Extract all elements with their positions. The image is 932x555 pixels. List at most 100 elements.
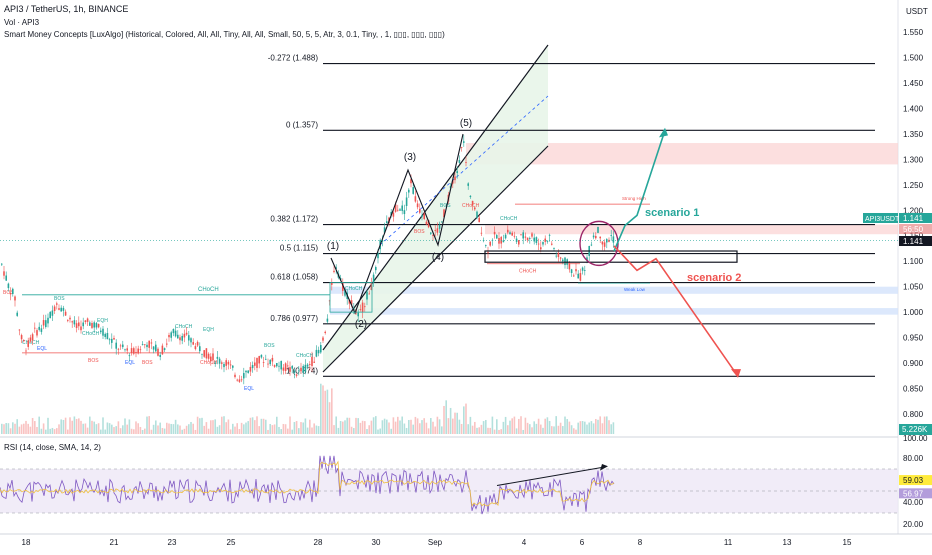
candle-body bbox=[104, 333, 106, 337]
candle-body bbox=[205, 348, 208, 359]
candle-body bbox=[390, 211, 392, 216]
volume-bar bbox=[496, 419, 498, 434]
volume-bar bbox=[42, 423, 45, 434]
volume-bar bbox=[93, 421, 95, 434]
price-tick-label: 0.950 bbox=[903, 334, 924, 343]
volume-bar bbox=[245, 422, 247, 434]
candle-body bbox=[397, 209, 399, 211]
volume-bar bbox=[86, 427, 89, 434]
volume-bar bbox=[7, 423, 10, 434]
candle-body bbox=[306, 364, 309, 367]
time-tick-label: 4 bbox=[522, 538, 527, 547]
price-tick-label: 0.850 bbox=[903, 385, 924, 394]
volume-bar bbox=[551, 426, 553, 434]
candle-body bbox=[7, 283, 10, 289]
candle-body bbox=[188, 335, 190, 341]
candle-body bbox=[331, 282, 333, 285]
price-tick-label: 1.250 bbox=[903, 181, 924, 190]
candle-body bbox=[564, 257, 566, 266]
time-tick-label: 25 bbox=[227, 538, 236, 547]
volume-bar bbox=[256, 416, 258, 434]
volume-bar bbox=[64, 417, 67, 434]
candle-body bbox=[372, 274, 375, 283]
volume-bar bbox=[489, 427, 491, 434]
volume-bar bbox=[95, 424, 98, 434]
demand-zone-2 bbox=[330, 308, 898, 315]
volume-bar bbox=[408, 420, 410, 434]
volume-bar bbox=[592, 423, 595, 434]
volume-bar bbox=[45, 429, 47, 434]
candle-body bbox=[31, 334, 34, 341]
volume-bar bbox=[566, 419, 568, 434]
volume-bar bbox=[144, 428, 146, 434]
volume-bar bbox=[456, 412, 458, 434]
rsi-tick-label: 20.00 bbox=[903, 520, 924, 529]
volume-bar bbox=[201, 417, 203, 434]
smc-marker-label: BOS bbox=[414, 229, 425, 235]
currency-label: USDT bbox=[906, 7, 928, 16]
candle-body bbox=[278, 365, 280, 367]
volume-bar bbox=[485, 419, 487, 434]
candle-body bbox=[606, 239, 608, 243]
volume-bar bbox=[548, 420, 551, 434]
strong-high-label: Strong High bbox=[622, 196, 646, 201]
volume-bar bbox=[368, 425, 370, 434]
candle-body bbox=[603, 242, 606, 247]
volume-bar bbox=[146, 416, 148, 434]
volume-bar bbox=[168, 423, 170, 434]
candle-body bbox=[53, 306, 56, 311]
candle-body bbox=[408, 189, 410, 193]
volume-bar bbox=[447, 418, 450, 434]
smc-marker-label: BOS bbox=[54, 296, 65, 302]
volume-bar bbox=[128, 419, 131, 434]
channel-lower bbox=[322, 145, 549, 373]
time-tick-label: 15 bbox=[843, 538, 852, 547]
candle-body bbox=[183, 333, 186, 338]
volume-bar bbox=[100, 429, 102, 434]
candle-body bbox=[106, 333, 109, 340]
volume-bar bbox=[320, 383, 322, 434]
volume-bar bbox=[436, 416, 439, 434]
volume-badge-label: 5.226K bbox=[902, 425, 928, 434]
volume-bar bbox=[287, 428, 289, 434]
rsi-sma-line bbox=[0, 460, 615, 507]
volume-bar bbox=[234, 426, 236, 434]
volume-bar bbox=[381, 420, 384, 434]
candle-body bbox=[146, 344, 148, 348]
candle-body bbox=[322, 337, 324, 341]
breakout-box bbox=[484, 250, 738, 263]
volume-bar bbox=[386, 419, 388, 434]
candle-body bbox=[445, 204, 447, 206]
candle-body bbox=[304, 364, 307, 372]
volume-bar bbox=[608, 420, 610, 434]
volume-bar bbox=[315, 425, 318, 434]
candle-body bbox=[489, 241, 491, 246]
volume-bar bbox=[454, 412, 456, 434]
choch-label: CHoCH bbox=[198, 287, 219, 293]
candle-body bbox=[289, 367, 291, 372]
candle-body bbox=[394, 204, 397, 212]
volume-bar bbox=[449, 407, 452, 434]
candle-body bbox=[434, 229, 436, 231]
volume-legend: Vol · API3 bbox=[4, 18, 40, 27]
volume-bar bbox=[443, 405, 445, 434]
volume-bar bbox=[465, 403, 467, 434]
volume-bar bbox=[304, 418, 307, 434]
smc-marker-label: CHoCH bbox=[462, 203, 480, 209]
volume-bar bbox=[403, 423, 406, 434]
candle-body bbox=[247, 370, 249, 373]
volume-bar bbox=[328, 402, 331, 434]
smc-marker-label: EQL bbox=[244, 386, 254, 392]
volume-bar bbox=[326, 389, 329, 434]
time-tick-label: Sep bbox=[428, 538, 443, 547]
candle-body bbox=[155, 344, 157, 352]
candle-body bbox=[287, 365, 289, 367]
volume-bar bbox=[498, 429, 500, 434]
volume-bar bbox=[577, 422, 579, 434]
candle-body bbox=[166, 343, 168, 345]
candle-body bbox=[452, 180, 454, 184]
volume-bar bbox=[278, 426, 280, 434]
candle-body bbox=[443, 209, 445, 218]
candle-body bbox=[293, 370, 296, 373]
